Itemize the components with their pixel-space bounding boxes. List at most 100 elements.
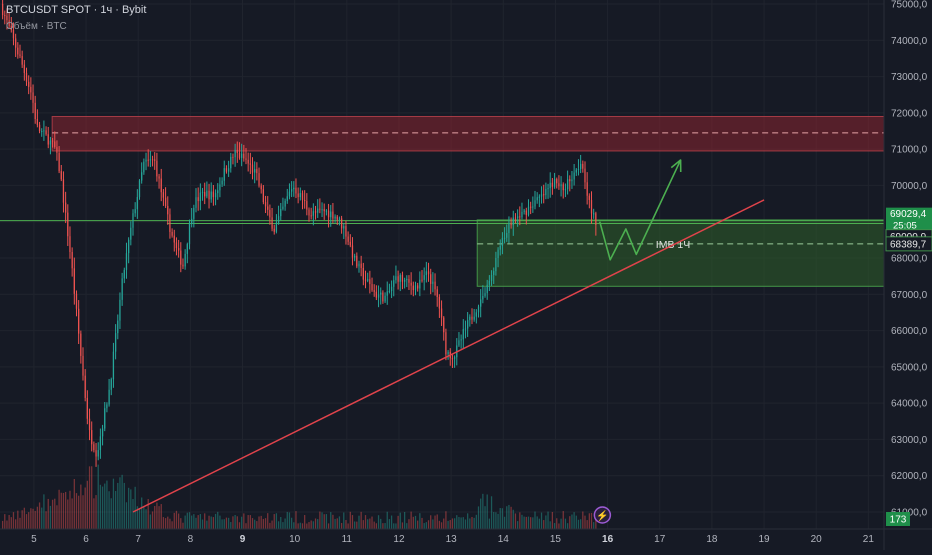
volume-bar <box>401 522 404 529</box>
volume-bar <box>417 520 419 529</box>
volume-bar <box>6 520 8 529</box>
volume-legend[interactable]: Объём · BTC <box>6 21 67 32</box>
volume-bar <box>582 511 584 529</box>
volume-bar <box>47 498 49 529</box>
candle-body <box>527 206 530 215</box>
volume-bar <box>419 513 421 529</box>
volume-bar <box>249 515 251 529</box>
volume-bar <box>390 515 393 529</box>
volume-bar <box>360 511 362 529</box>
volume-bar <box>1 520 4 529</box>
candle-body <box>536 197 538 201</box>
volume-bar <box>254 519 256 529</box>
volume-bar <box>486 494 488 529</box>
candle-body <box>490 274 493 281</box>
volume-bar <box>193 514 195 529</box>
volume-bar <box>275 513 278 529</box>
volume-bar <box>469 518 471 529</box>
volume-bar <box>160 504 162 529</box>
volume-bar <box>64 491 67 529</box>
candle-body <box>227 168 230 172</box>
volume-bar <box>367 519 369 529</box>
candle-body <box>323 209 325 212</box>
candle-body <box>217 190 219 194</box>
candle-body <box>110 379 112 390</box>
price-axis[interactable]: 75000,0 74000,0 73000,0 72000,0 71000,0 70000… <box>883 0 928 550</box>
volume-bar <box>532 517 534 529</box>
candle-body <box>308 209 310 216</box>
volume-bar <box>484 506 486 529</box>
volume-bar <box>323 514 325 529</box>
volume-bar <box>499 508 501 529</box>
volume-bar <box>345 520 347 529</box>
volume-bar <box>456 515 458 529</box>
x-tick-label: 6 <box>83 534 89 545</box>
volume-bar <box>449 520 451 529</box>
volume-bar <box>108 491 110 529</box>
volume-bar <box>321 512 323 529</box>
candle-body <box>241 153 243 158</box>
x-tick-label: 16 <box>602 534 614 545</box>
volume-bar <box>536 516 538 529</box>
volume-bar <box>123 482 125 529</box>
supply-zone <box>51 115 885 152</box>
candle-body <box>453 357 456 359</box>
candle-body <box>128 239 130 254</box>
volume-bar <box>206 520 208 529</box>
volume-bar <box>106 480 108 529</box>
time-axis[interactable]: 5 6 7 8 9 10 11 12 13 14 15 16 17 18 19 20 21 <box>0 528 932 545</box>
symbol-title[interactable]: BTCUSDT SPOT · 1ч · Bybit <box>6 4 147 16</box>
volume-bar <box>534 511 536 529</box>
candle-body <box>47 134 49 145</box>
volume-bar <box>369 518 371 529</box>
volume-bar <box>584 515 586 529</box>
candle-body <box>164 197 167 206</box>
candle-body <box>95 450 97 457</box>
candle-body <box>440 308 443 318</box>
candle-body <box>173 235 175 243</box>
candle-body <box>51 140 54 142</box>
volume-bar <box>197 515 199 529</box>
volume-bar <box>95 495 97 529</box>
volume-bar <box>110 498 112 529</box>
candle-body <box>419 279 421 289</box>
volume-bar <box>432 519 434 529</box>
x-tick-label: 17 <box>654 534 666 545</box>
volume-bar <box>78 495 80 529</box>
candle-body <box>488 280 491 285</box>
volume-bar <box>388 519 391 529</box>
volume-bar <box>43 494 45 529</box>
x-tick-label: 20 <box>811 534 823 545</box>
volume-bar <box>421 517 423 529</box>
volume-bar <box>506 506 508 529</box>
volume-bar <box>101 486 104 529</box>
candle-body <box>23 64 25 73</box>
volume-bar <box>134 486 136 529</box>
volume-bar <box>458 517 460 529</box>
volume-bar <box>73 479 75 529</box>
candle-body <box>447 351 449 355</box>
candle-body <box>160 178 162 193</box>
candle-body <box>162 192 165 198</box>
volume-bar <box>512 509 514 529</box>
candle-body <box>345 226 347 237</box>
volume-bar <box>8 515 10 529</box>
candle-body <box>462 329 464 340</box>
candle-body <box>477 306 480 313</box>
candle-body <box>451 358 454 360</box>
x-tick-label: 11 <box>342 534 353 545</box>
candle-body <box>343 226 345 229</box>
volume-bar <box>340 522 343 529</box>
volume-bar <box>104 483 106 529</box>
volume-bar <box>519 512 521 529</box>
y-tick-label: 64000,0 <box>891 399 928 410</box>
candle-body <box>551 182 554 187</box>
candle-body <box>134 209 136 214</box>
candle-body <box>238 153 241 158</box>
candle-body <box>327 210 330 218</box>
candle-body <box>8 20 10 27</box>
candle-body <box>108 389 110 405</box>
candle-body <box>284 200 286 207</box>
